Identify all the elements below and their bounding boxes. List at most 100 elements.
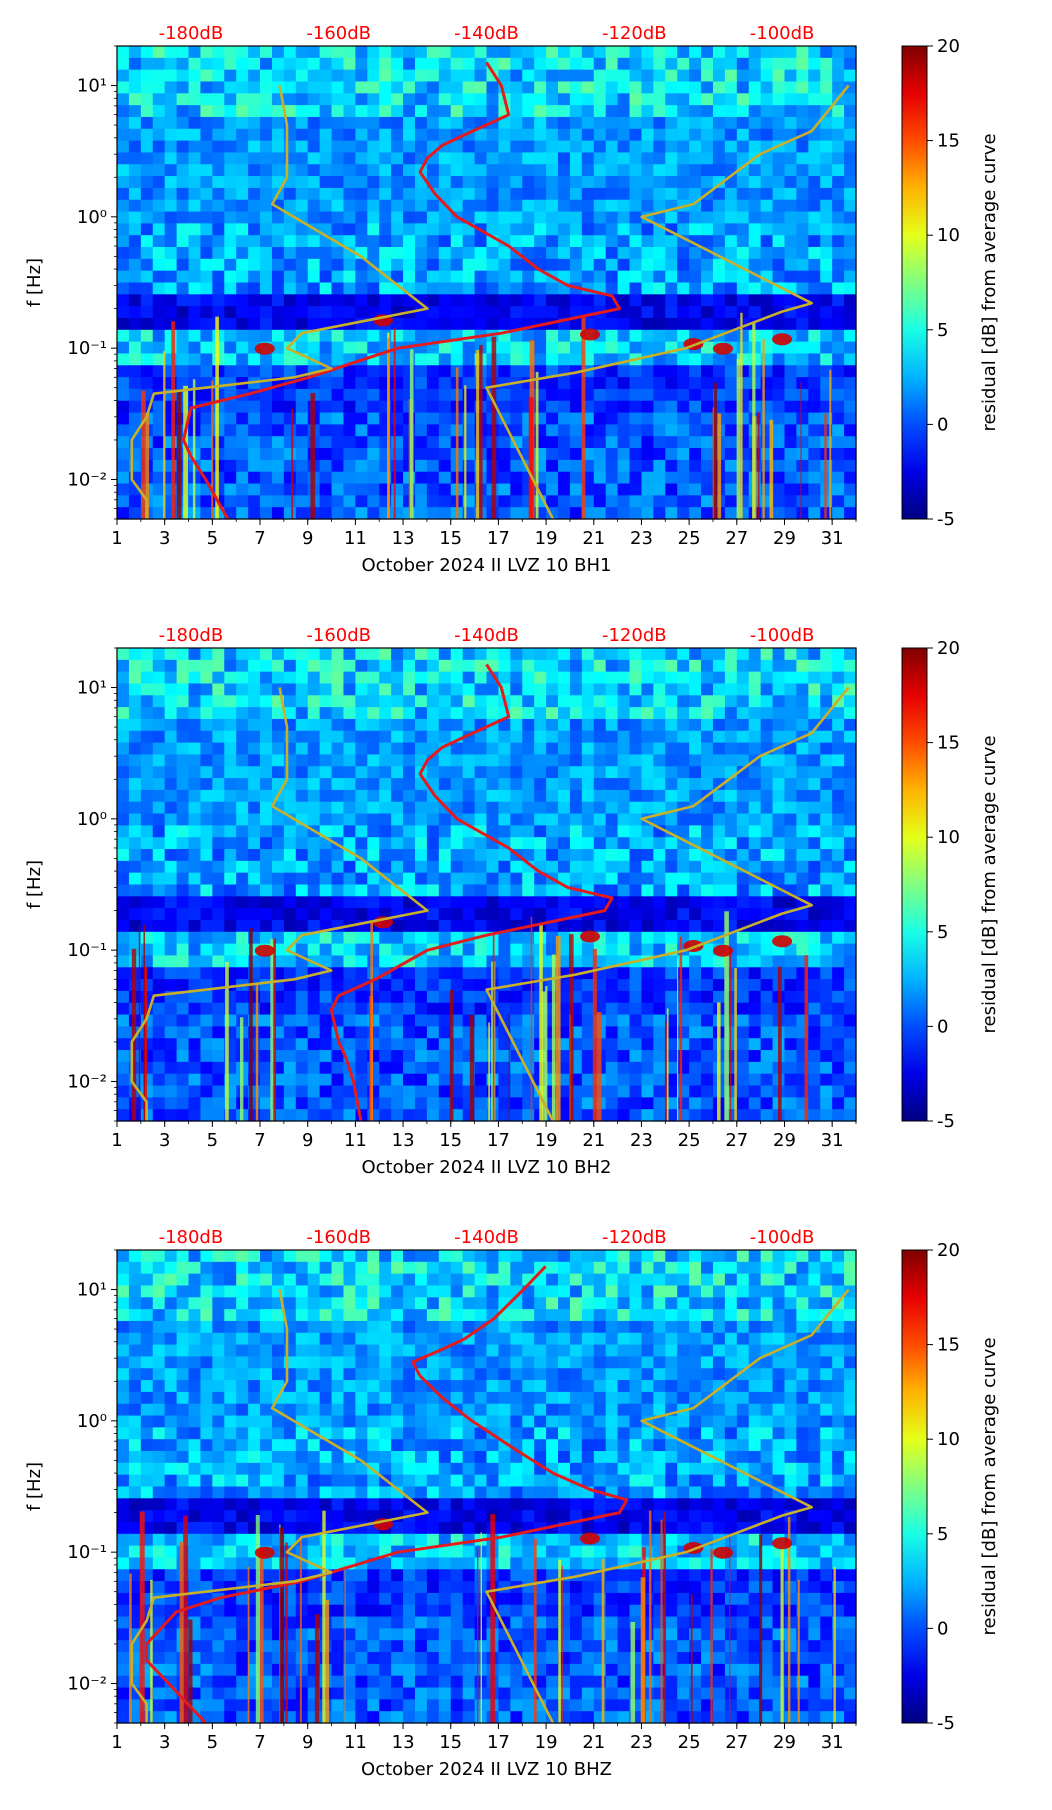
db-tick-label: -140dB: [454, 625, 519, 646]
x-tick-label: 29: [773, 528, 796, 549]
x-tick-label: 1: [111, 1130, 122, 1151]
x-tick-label: 11: [344, 1732, 367, 1753]
colorbar-tick-label: 20: [937, 1240, 960, 1261]
db-tick-label: -180dB: [159, 23, 224, 44]
colorbar-tick-label: -5: [937, 1713, 955, 1734]
x-tick-label: 23: [630, 528, 653, 549]
colorbar-tick-label: 10: [937, 225, 960, 246]
x-tick-label: 27: [725, 1130, 748, 1151]
y-tick-label: 10¹: [77, 678, 107, 699]
heatmap: [117, 46, 857, 520]
db-tick-label: -100dB: [750, 23, 815, 44]
db-tick-label: -120dB: [602, 1227, 667, 1248]
colorbar-tick-label: 15: [937, 1335, 960, 1356]
x-tick-label: 25: [678, 1130, 701, 1151]
colorbar-label: residual [dB] from average curve: [979, 1337, 1000, 1635]
x-tick-label: 5: [207, 528, 218, 549]
x-tick-label: 15: [439, 528, 462, 549]
colorbar-tick-label: 0: [937, 1016, 948, 1037]
x-tick-label: 21: [582, 528, 605, 549]
heatmap: [117, 648, 857, 1122]
y-tick-label: 10⁻²: [67, 1674, 107, 1695]
x-tick-label: 19: [535, 528, 558, 549]
x-tick-label: 27: [725, 528, 748, 549]
x-tick-label: 23: [630, 1130, 653, 1151]
colorbar-tick-label: -5: [937, 509, 955, 530]
colorbar-tick-label: 10: [937, 827, 960, 848]
db-tick-label: -160dB: [306, 23, 371, 44]
x-tick-label: 9: [302, 1130, 313, 1151]
y-tick-label: 10⁻¹: [67, 1542, 107, 1563]
y-tick-label: 10⁻²: [67, 470, 107, 491]
colorbar-tick-label: 0: [937, 414, 948, 435]
y-tick-label: 10¹: [77, 76, 107, 97]
x-tick-label: 31: [821, 1130, 844, 1151]
x-tick-label: 11: [344, 528, 367, 549]
x-tick-label: 1: [111, 1732, 122, 1753]
x-tick-label: 17: [487, 528, 510, 549]
y-axis-label: f [Hz]: [24, 1462, 45, 1511]
heatmap: [117, 1250, 857, 1724]
x-tick-label: 13: [392, 528, 415, 549]
y-tick-label: 10⁻¹: [67, 940, 107, 961]
colorbar-tick-label: 10: [937, 1429, 960, 1450]
db-tick-label: -160dB: [306, 625, 371, 646]
colorbar-tick-label: -5: [937, 1111, 955, 1132]
x-tick-label: 11: [344, 1130, 367, 1151]
y-tick-label: 10¹: [77, 1280, 107, 1301]
colorbar: [902, 648, 927, 1121]
y-axis-label: f [Hz]: [24, 258, 45, 307]
db-tick-label: -180dB: [159, 625, 224, 646]
x-axis-label: October 2024 II LVZ 10 BH2: [361, 1157, 611, 1178]
y-tick-label: 10⁰: [77, 1411, 107, 1432]
x-tick-label: 17: [487, 1130, 510, 1151]
x-tick-label: 29: [773, 1130, 796, 1151]
colorbar-tick-label: 5: [937, 320, 948, 341]
x-tick-label: 7: [254, 1130, 265, 1151]
x-tick-label: 3: [159, 1732, 170, 1753]
x-tick-label: 31: [821, 528, 844, 549]
colorbar-tick-label: 20: [937, 638, 960, 659]
x-tick-label: 21: [582, 1732, 605, 1753]
db-tick-label: -120dB: [602, 23, 667, 44]
x-tick-label: 27: [725, 1732, 748, 1753]
db-tick-label: -100dB: [750, 625, 815, 646]
x-tick-label: 5: [207, 1130, 218, 1151]
db-tick-label: -120dB: [602, 625, 667, 646]
x-tick-label: 19: [535, 1130, 558, 1151]
x-tick-label: 13: [392, 1732, 415, 1753]
x-tick-label: 7: [254, 528, 265, 549]
x-tick-label: 19: [535, 1732, 558, 1753]
x-tick-label: 15: [439, 1732, 462, 1753]
y-tick-label: 10⁰: [77, 207, 107, 228]
db-tick-label: -160dB: [306, 1227, 371, 1248]
colorbar-tick-label: 5: [937, 1524, 948, 1545]
x-tick-label: 25: [678, 1732, 701, 1753]
x-tick-label: 29: [773, 1732, 796, 1753]
x-tick-label: 9: [302, 528, 313, 549]
db-tick-label: -180dB: [159, 1227, 224, 1248]
x-tick-label: 25: [678, 528, 701, 549]
y-axis-label: f [Hz]: [24, 860, 45, 909]
x-axis-label: October 2024 II LVZ 10 BH1: [361, 555, 611, 576]
x-tick-label: 5: [207, 1732, 218, 1753]
colorbar-tick-label: 0: [937, 1618, 948, 1639]
x-tick-label: 17: [487, 1732, 510, 1753]
colorbar-tick-label: 15: [937, 131, 960, 152]
colorbar-tick-label: 15: [937, 733, 960, 754]
x-tick-label: 13: [392, 1130, 415, 1151]
x-tick-label: 3: [159, 528, 170, 549]
colorbar-label: residual [dB] from average curve: [979, 133, 1000, 431]
x-tick-label: 23: [630, 1732, 653, 1753]
x-tick-label: 21: [582, 1130, 605, 1151]
x-tick-label: 7: [254, 1732, 265, 1753]
db-tick-label: -140dB: [454, 23, 519, 44]
x-tick-label: 1: [111, 528, 122, 549]
colorbar: [902, 46, 927, 519]
